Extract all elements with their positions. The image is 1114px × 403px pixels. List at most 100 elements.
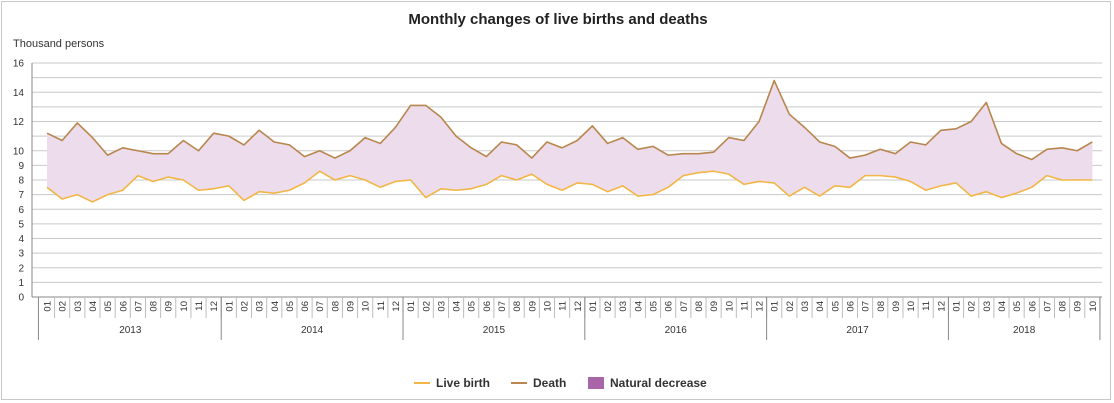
month-tick-label: 07 — [315, 301, 326, 312]
month-tick-label: 03 — [255, 301, 266, 312]
month-tick-label: 11 — [558, 301, 569, 311]
series-lines — [46, 79, 1093, 203]
month-tick-label: 02 — [967, 301, 978, 312]
month-tick-label: 07 — [497, 301, 508, 312]
month-tick-label: 04 — [633, 301, 644, 312]
y-tick-label: 4 — [18, 234, 24, 245]
month-tick-label: 04 — [997, 301, 1008, 312]
legend-label-death: Death — [533, 376, 566, 390]
y-tick-label: 10 — [13, 146, 25, 157]
month-tick-label: 06 — [482, 301, 493, 312]
legend: Live birth Death Natural decrease — [414, 376, 707, 390]
month-tick-label: 08 — [512, 301, 523, 312]
month-tick-label: 02 — [785, 301, 796, 312]
month-tick-label: 09 — [709, 301, 720, 312]
month-tick-label: 07 — [861, 301, 872, 312]
month-tick-label: 01 — [588, 301, 599, 312]
month-tick-label: 10 — [361, 301, 372, 312]
series-line-death — [46, 79, 1093, 161]
month-tick-label: 06 — [118, 301, 129, 312]
month-tick-label: 04 — [452, 301, 463, 312]
month-tick-label: 12 — [209, 301, 220, 312]
month-tick-label: 10 — [1088, 301, 1099, 312]
year-tick-label: 2017 — [846, 325, 869, 336]
month-tick-label: 05 — [649, 301, 660, 312]
month-tick-label: 04 — [815, 301, 826, 312]
month-tick-label: 01 — [952, 301, 963, 312]
month-tick-label: 07 — [679, 301, 690, 312]
year-tick-label: 2014 — [301, 325, 324, 336]
y-tick-label: 8 — [18, 176, 24, 187]
y-tick-label: 16 — [13, 59, 25, 70]
month-tick-label: 11 — [921, 301, 932, 311]
y-tick-label: 14 — [13, 88, 25, 99]
y-axis-unit-label: Thousand persons — [13, 38, 105, 50]
month-tick-label: 11 — [376, 301, 387, 311]
month-tick-label: 07 — [133, 301, 144, 312]
y-tick-label: 7 — [18, 190, 24, 201]
month-tick-label: 09 — [891, 301, 902, 312]
month-tick-label: 10 — [906, 301, 917, 312]
month-tick-label: 11 — [739, 301, 750, 311]
y-tick-label: 5 — [18, 219, 24, 230]
month-tick-label: 07 — [1042, 301, 1053, 312]
month-tick-label: 12 — [936, 301, 947, 312]
month-tick-label: 06 — [845, 301, 856, 312]
month-tick-label: 08 — [694, 301, 705, 312]
month-tick-label: 09 — [164, 301, 175, 312]
month-tick-label: 01 — [770, 301, 781, 312]
month-tick-label: 10 — [179, 301, 190, 312]
month-tick-label: 09 — [346, 301, 357, 312]
month-tick-label: 08 — [1058, 301, 1069, 312]
y-tick-label: 6 — [18, 205, 24, 216]
natural-decrease-fill — [47, 80, 1093, 202]
month-tick-label: 08 — [330, 301, 341, 312]
month-tick-label: 01 — [406, 301, 417, 312]
year-tick-label: 2018 — [1013, 325, 1036, 336]
month-tick-label: 10 — [724, 301, 735, 312]
year-tick-label: 2016 — [665, 325, 688, 336]
month-tick-label: 02 — [603, 301, 614, 312]
month-tick-label: 09 — [527, 301, 538, 312]
month-tick-label: 09 — [1073, 301, 1084, 312]
y-tick-label: 9 — [18, 161, 24, 172]
month-tick-label: 11 — [194, 301, 205, 311]
month-tick-label: 05 — [1012, 301, 1023, 312]
month-tick-label: 03 — [436, 301, 447, 312]
month-tick-label: 06 — [664, 301, 675, 312]
month-tick-label: 05 — [467, 301, 478, 312]
y-tick-label: 1 — [18, 278, 24, 289]
month-tick-label: 05 — [830, 301, 841, 312]
chart-title: Monthly changes of live births and death… — [408, 11, 707, 28]
month-tick-label: 04 — [88, 301, 99, 312]
month-tick-label: 08 — [876, 301, 887, 312]
month-tick-label: 03 — [618, 301, 629, 312]
year-tick-label: 2013 — [119, 325, 142, 336]
month-tick-label: 06 — [300, 301, 311, 312]
month-tick-label: 03 — [982, 301, 993, 312]
month-tick-label: 02 — [58, 301, 69, 312]
natural-decrease-area — [47, 80, 1093, 202]
month-tick-label: 08 — [149, 301, 160, 312]
x-axis: 01 02 03 04 05 06 07 08 09 10 11 12 2013 01 02 03 04 05 06… — [37, 297, 1101, 340]
month-tick-label: 01 — [224, 301, 235, 312]
series-line-live-birth — [46, 170, 1093, 203]
month-tick-label: 04 — [270, 301, 281, 312]
month-tick-label: 05 — [103, 301, 114, 312]
legend-swatch-natural-decrease — [588, 377, 604, 389]
month-tick-label: 12 — [573, 301, 584, 312]
month-tick-label: 12 — [391, 301, 402, 312]
y-tick-label: 12 — [13, 117, 25, 128]
month-tick-label: 05 — [285, 301, 296, 312]
month-tick-label: 02 — [239, 301, 250, 312]
month-tick-label: 02 — [421, 301, 432, 312]
year-tick-label: 2015 — [483, 325, 506, 336]
month-tick-label: 06 — [1027, 301, 1038, 312]
month-tick-label: 03 — [800, 301, 811, 312]
month-tick-label: 03 — [73, 301, 84, 312]
month-tick-label: 12 — [755, 301, 766, 312]
y-tick-label: 0 — [18, 293, 24, 304]
